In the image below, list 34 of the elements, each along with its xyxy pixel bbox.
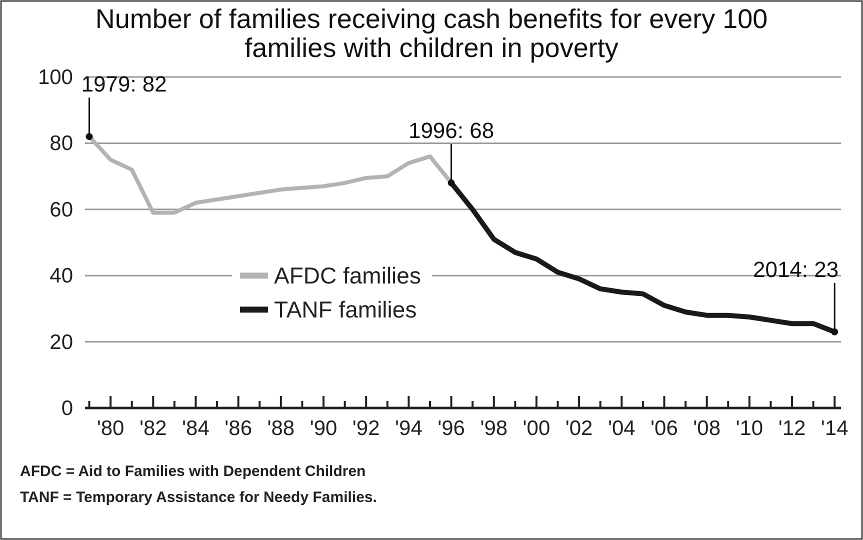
y-tick-label: 60: [50, 198, 73, 222]
y-tick-label: 80: [50, 132, 73, 156]
x-tick-label: '98: [480, 417, 508, 440]
x-tick-label: '92: [352, 417, 380, 440]
legend-label: AFDC families: [274, 262, 421, 289]
text: AFDC = Aid to Families with Dependent Children: [20, 463, 366, 480]
annotation: 1996: 68: [408, 118, 494, 143]
text: TANF = Temporary Assistance for Needy Families.: [20, 489, 377, 506]
x-tick-label: '96: [438, 417, 465, 440]
x-tick-label: '90: [310, 417, 338, 440]
point: [831, 328, 838, 336]
x-tick-label: '06: [650, 417, 678, 440]
legend-label: TANF families: [274, 296, 417, 323]
x-tick-label: '12: [778, 417, 806, 440]
annotation: 2014: 23: [752, 256, 839, 282]
x-tick-label: '10: [736, 417, 764, 440]
x-tick-label: '88: [267, 417, 295, 440]
y-tick-label: 100: [38, 66, 73, 89]
x-tick-label: '86: [224, 417, 252, 440]
point: [448, 179, 455, 186]
chart-title: Number of families receiving cash benefits for every 100 families with children in poverty: [95, 4, 768, 63]
x-tick-label: '82: [139, 417, 167, 440]
annotation: 1979: 82: [81, 72, 167, 97]
x-tick-label: '00: [522, 417, 550, 440]
y-tick-label: 40: [50, 264, 73, 288]
x-tick-label: '80: [96, 417, 124, 440]
x-tick-label: '04: [608, 417, 636, 440]
x-tick-label: '84: [182, 417, 210, 440]
x-tick-label: '94: [395, 417, 423, 440]
y-tick-label: 20: [50, 330, 73, 354]
y-tick-label: 0: [61, 397, 73, 420]
x-tick-label: '14: [820, 417, 849, 440]
x-tick-label: '08: [693, 417, 721, 440]
x-tick-label: '02: [565, 417, 593, 440]
